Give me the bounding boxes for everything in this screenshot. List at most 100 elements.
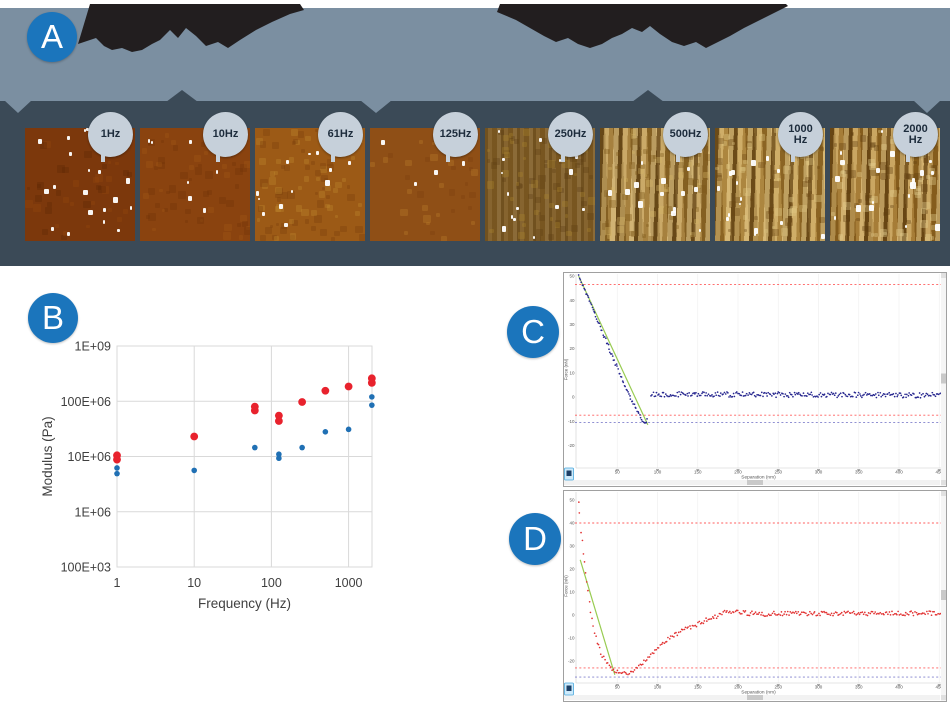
data-point bbox=[588, 600, 591, 603]
mottle-patch bbox=[758, 134, 766, 141]
mottle-patch bbox=[830, 211, 836, 217]
data-point bbox=[764, 615, 767, 617]
data-point bbox=[811, 394, 813, 396]
data-point bbox=[907, 613, 910, 616]
speckle bbox=[736, 180, 739, 185]
mottle-patch bbox=[689, 235, 694, 240]
mottle-patch bbox=[431, 141, 436, 145]
mottle-patch bbox=[785, 218, 793, 227]
data-point bbox=[929, 610, 932, 613]
data-point bbox=[668, 395, 671, 398]
brace-cusp-right bbox=[632, 90, 664, 102]
mottle-patch bbox=[406, 188, 412, 194]
mottle-patch bbox=[808, 190, 813, 195]
mottle-patch bbox=[844, 170, 849, 175]
mottle-patch bbox=[280, 226, 287, 234]
data-point bbox=[766, 614, 769, 617]
data-point bbox=[886, 393, 889, 395]
mottle-patch bbox=[32, 204, 41, 213]
mottle-patch bbox=[122, 169, 129, 176]
data-point bbox=[820, 395, 823, 398]
data-point bbox=[741, 391, 744, 393]
data-point bbox=[736, 609, 739, 612]
data-point bbox=[629, 398, 632, 400]
data-point bbox=[676, 634, 679, 637]
mottle-patch bbox=[644, 173, 650, 179]
data-point bbox=[763, 391, 766, 394]
speckle bbox=[147, 139, 150, 144]
mottle-patch bbox=[91, 201, 95, 205]
mottle-patch bbox=[869, 197, 875, 203]
data-point bbox=[859, 393, 861, 395]
mottle-patch bbox=[608, 167, 612, 171]
mottle-patch bbox=[801, 180, 808, 187]
data-point bbox=[779, 394, 782, 396]
scroll-up-arrow[interactable] bbox=[941, 491, 946, 496]
panel-label-c: C bbox=[507, 306, 559, 358]
mottle-patch bbox=[146, 215, 150, 219]
mottle-patch bbox=[587, 213, 594, 221]
mottle-patch bbox=[885, 167, 893, 175]
data-point bbox=[688, 392, 690, 394]
mottle-patch bbox=[655, 185, 662, 191]
data-point bbox=[588, 300, 591, 302]
mottle-patch bbox=[311, 160, 316, 165]
data-point bbox=[851, 611, 854, 614]
mottle-patch bbox=[92, 177, 99, 184]
mottle-patch bbox=[743, 159, 748, 164]
frequency-badge: 500Hz bbox=[663, 112, 708, 162]
h-scroll-thumb[interactable] bbox=[747, 480, 763, 485]
x-tick-label: 150 bbox=[694, 470, 702, 475]
mottle-patch bbox=[517, 231, 525, 239]
speckle bbox=[698, 229, 702, 233]
speckle bbox=[581, 207, 585, 212]
mottle-patch bbox=[780, 228, 789, 236]
mottle-patch bbox=[276, 197, 282, 203]
mottle-patch bbox=[534, 197, 541, 204]
data-point bbox=[827, 392, 829, 395]
mottle-patch bbox=[313, 215, 322, 223]
data-point bbox=[800, 611, 803, 614]
data-point bbox=[785, 613, 788, 616]
v-scroll-thumb[interactable] bbox=[941, 373, 946, 384]
data-point bbox=[790, 612, 793, 614]
mottle-patch bbox=[715, 175, 722, 181]
mottle-patch bbox=[615, 165, 619, 169]
data-point bbox=[687, 395, 689, 397]
data-point bbox=[794, 393, 797, 396]
scroll-down-arrow[interactable] bbox=[941, 480, 946, 485]
mottle-patch bbox=[653, 155, 657, 159]
data-point bbox=[250, 406, 259, 415]
data-point bbox=[114, 465, 120, 471]
data-point bbox=[824, 611, 826, 614]
h-scroll-thumb[interactable] bbox=[747, 695, 763, 700]
speckle bbox=[739, 203, 742, 206]
data-point bbox=[613, 671, 616, 673]
speckle bbox=[554, 204, 559, 209]
v-scroll-thumb[interactable] bbox=[941, 590, 946, 600]
mottle-patch bbox=[885, 230, 889, 235]
data-point bbox=[931, 391, 934, 394]
data-point bbox=[663, 395, 666, 398]
data-point bbox=[712, 617, 715, 620]
y-tick-label: 40 bbox=[569, 298, 575, 303]
mottle-patch bbox=[280, 192, 288, 200]
scroll-up-arrow[interactable] bbox=[941, 273, 946, 278]
speckle bbox=[765, 156, 769, 161]
data-point bbox=[740, 394, 743, 397]
mottle-patch bbox=[647, 236, 655, 241]
data-point bbox=[675, 395, 677, 397]
mottle-patch bbox=[273, 171, 278, 176]
mottle-patch bbox=[486, 159, 491, 163]
data-point bbox=[597, 643, 600, 646]
mottle-patch bbox=[882, 211, 887, 216]
speckle bbox=[325, 179, 331, 187]
data-point bbox=[861, 396, 863, 399]
data-point bbox=[617, 368, 620, 370]
mottle-patch bbox=[870, 141, 876, 148]
scroll-down-arrow[interactable] bbox=[941, 695, 946, 700]
data-point bbox=[707, 618, 710, 621]
mottle-patch bbox=[636, 150, 642, 156]
data-point bbox=[782, 392, 784, 395]
